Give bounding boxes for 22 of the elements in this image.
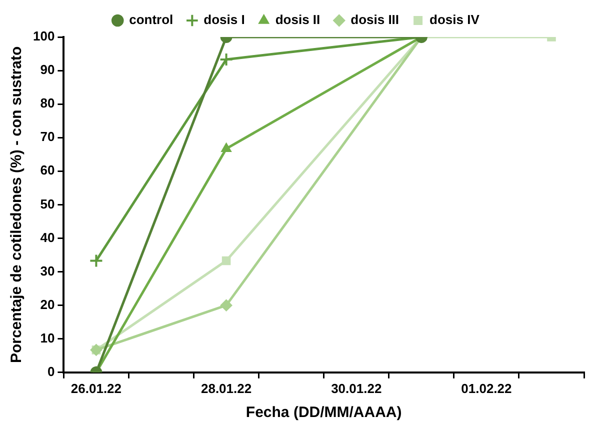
y-tick-label: 100 — [32, 28, 55, 44]
legend-label: dosis III — [350, 12, 400, 28]
y-tick-label: 30 — [40, 263, 55, 278]
y-tick-label: 60 — [40, 162, 55, 178]
y-tick-label: 10 — [40, 330, 55, 346]
y-tick-label: 20 — [40, 296, 55, 312]
x-tick-label: 01.02.22 — [461, 380, 512, 396]
y-tick-label: 40 — [40, 230, 55, 245]
y-tick-label: 80 — [40, 96, 55, 111]
y-tick-label: 0 — [47, 364, 55, 379]
legend-label: control — [129, 12, 174, 28]
y-tick-label: 50 — [40, 196, 55, 212]
legend-label: dosis IV — [430, 12, 480, 28]
legend-label: dosis I — [204, 12, 245, 28]
y-tick-label: 90 — [40, 62, 55, 78]
y-tick-label: 70 — [40, 129, 55, 144]
x-tick-label: 30.01.22 — [331, 380, 382, 396]
x-tick-label: 26.01.22 — [70, 380, 122, 396]
y-axis-title: Porcentaje de cotiledones (%) - con sustrato — [8, 46, 26, 364]
legend-label: dosis II — [275, 12, 320, 28]
x-axis-title: Fecha (DD/MM/AAAA) — [246, 404, 402, 422]
x-tick-label: 28.01.22 — [200, 380, 252, 396]
